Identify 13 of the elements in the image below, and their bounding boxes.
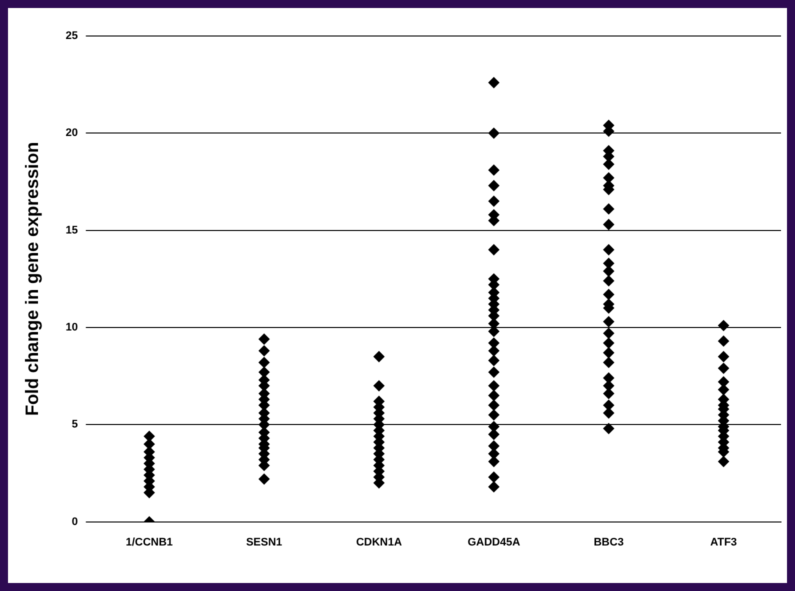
y-tick-label: 10 [66, 322, 78, 334]
y-tick-label: 0 [72, 516, 78, 528]
y-tick-label: 25 [66, 30, 78, 42]
x-tick-label: CDKN1A [356, 536, 402, 548]
x-tick-label: BBC3 [594, 536, 624, 548]
x-tick-label: SESN1 [246, 536, 282, 548]
y-tick-label: 15 [66, 224, 78, 236]
y-tick-label: 5 [72, 418, 78, 431]
y-tick-label: 20 [66, 127, 78, 140]
y-axis-title: Fold change in gene expression [22, 142, 42, 416]
x-tick-label: ATF3 [710, 536, 737, 548]
x-tick-label: 1/CCNB1 [126, 536, 173, 548]
x-tick-label: GADD45A [468, 536, 520, 548]
